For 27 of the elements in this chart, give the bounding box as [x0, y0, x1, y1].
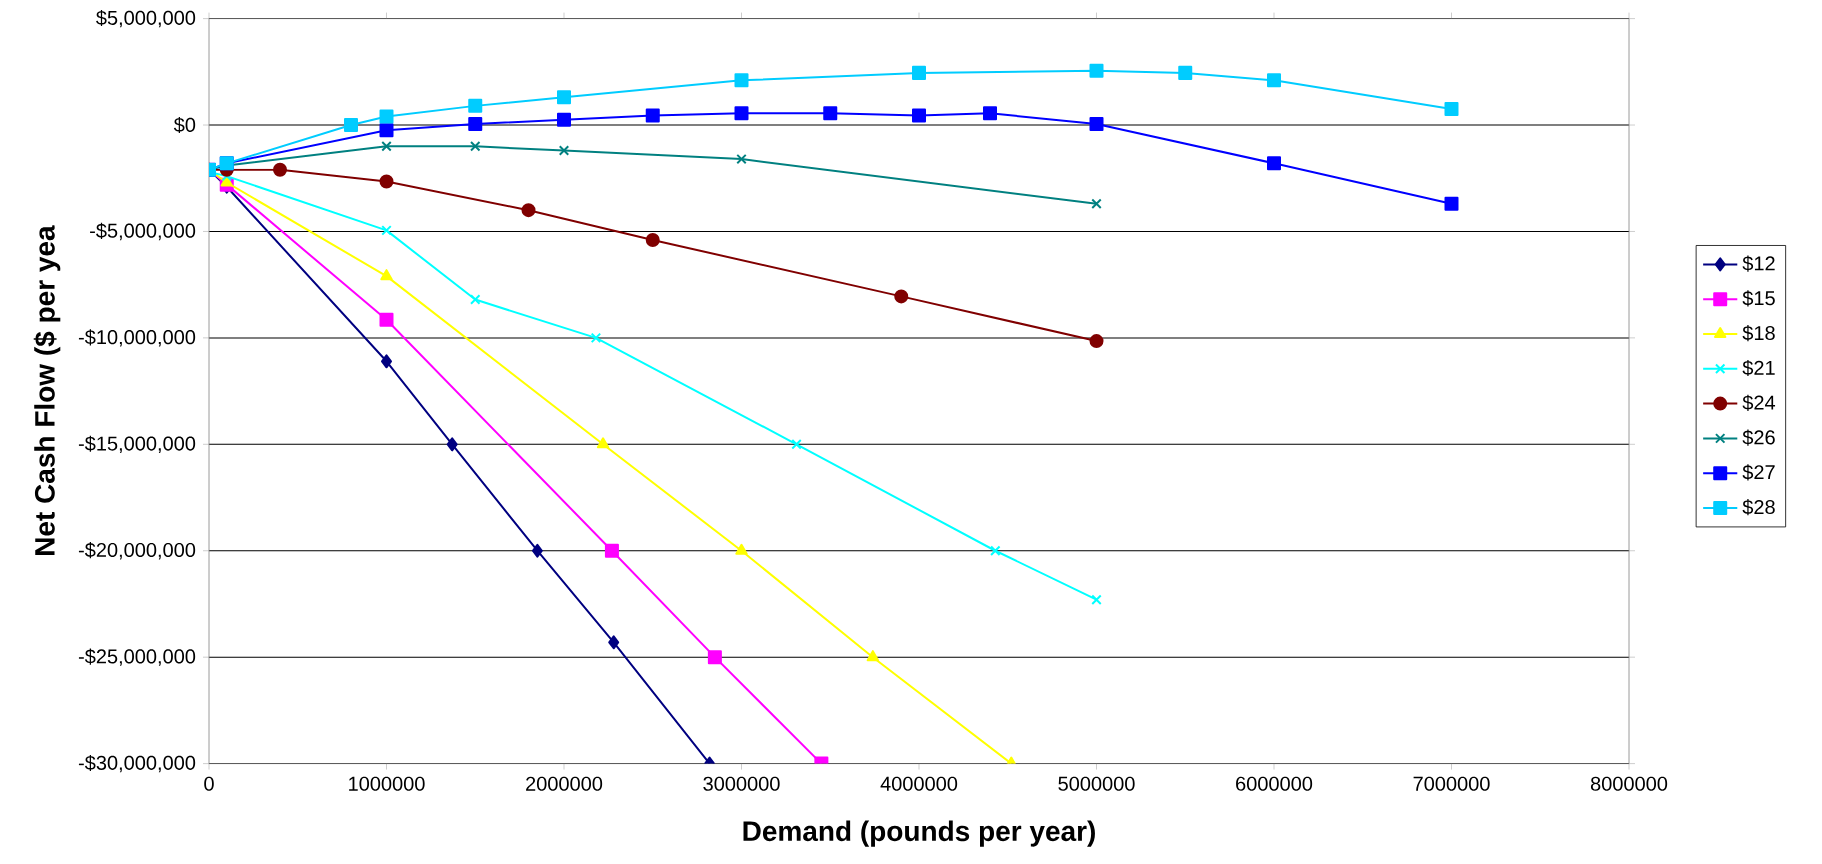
x-tick-label: 1000000 — [349, 776, 425, 791]
x-tick-label: 0 — [204, 776, 214, 791]
legend-label: $28 — [1742, 499, 1775, 516]
y-tick-label: -$30,000,000 — [78, 754, 196, 773]
y-tick-label: -$5,000,000 — [90, 222, 196, 241]
y-tick-label: -$15,000,000 — [78, 435, 196, 454]
x-tick-label: 4000000 — [880, 776, 958, 791]
x-tick-label: 3000000 — [703, 776, 780, 791]
x-tick-label: 2000000 — [526, 776, 603, 791]
y-tick-label: $0 — [173, 116, 196, 134]
legend-label: $26 — [1742, 429, 1775, 446]
y-axis-title: Net Cash Flow ($ per yea — [33, 225, 61, 555]
legend-label: $24 — [1742, 394, 1776, 411]
legend-label: $27 — [1742, 464, 1775, 481]
x-tick-label: 7000000 — [1413, 776, 1490, 791]
y-tick-label: -$10,000,000 — [78, 329, 196, 347]
x-axis-title: Demand (pounds per year) — [743, 820, 1095, 847]
y-tick-label: -$25,000,000 — [78, 648, 196, 666]
x-tick-label: 5000000 — [1058, 776, 1135, 791]
y-tick-label: $5,000,000 — [96, 9, 196, 28]
legend-label: $21 — [1742, 359, 1775, 377]
y-tick-label: -$20,000,000 — [78, 542, 196, 560]
x-tick-label: 8000000 — [1590, 776, 1668, 791]
legend-label: $15 — [1742, 290, 1775, 307]
x-tick-label: 6000000 — [1236, 776, 1313, 791]
legend-label: $18 — [1742, 325, 1775, 342]
legend-label: $12 — [1742, 255, 1775, 272]
